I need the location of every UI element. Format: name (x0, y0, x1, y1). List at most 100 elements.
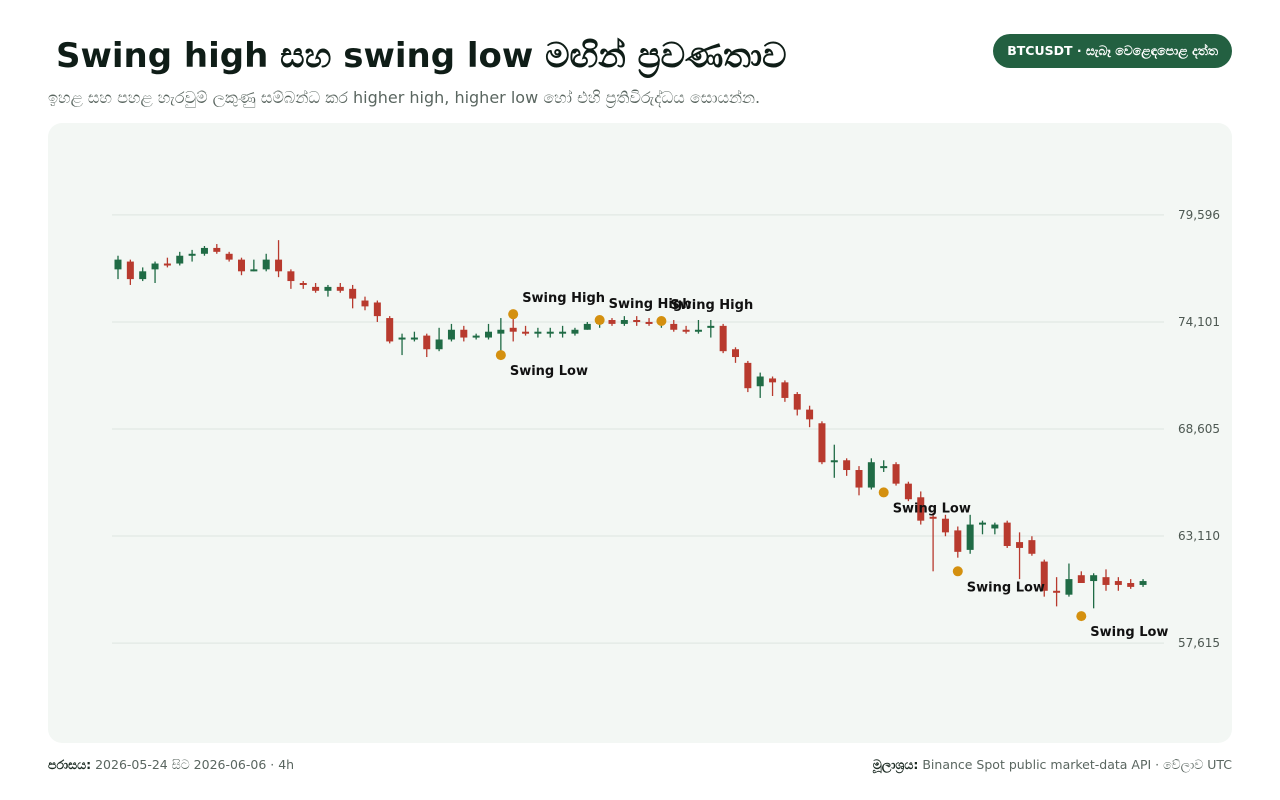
candle-body-down (386, 318, 394, 342)
swing-high-marker (656, 315, 667, 326)
candle-body-up (485, 331, 492, 338)
candle-body-up (620, 320, 628, 324)
candle-body-down (904, 483, 912, 500)
swing-low-marker (952, 566, 963, 577)
candle-body-down (373, 302, 381, 317)
footer-source: මූලාශ්‍රය: Binance Spot public market-da… (873, 756, 1232, 774)
y-tick-label: 74,101 (1178, 315, 1220, 329)
candle-body-down (769, 378, 777, 383)
y-tick-label: 57,615 (1178, 636, 1220, 650)
candle-body-down (509, 327, 517, 332)
candle-body-up (410, 337, 418, 340)
candle-body-up (559, 331, 567, 334)
swing-low-marker (495, 350, 506, 361)
data-source-badge: BTCUSDT · සැබෑ වෙළෙඳපොළ දත්ත (993, 34, 1232, 68)
candle-body-down (1077, 575, 1085, 583)
candle-body-down (954, 530, 962, 552)
candle-body-up (583, 323, 591, 330)
candle-body-up (398, 337, 406, 340)
candle-body-down (1040, 561, 1048, 591)
candle-body-down (633, 320, 641, 323)
candle-body-down (1114, 581, 1122, 585)
candle-body-up (991, 524, 999, 529)
source-value: Binance Spot public market-data API · වේ… (922, 757, 1232, 772)
candle-body-up (324, 286, 332, 291)
range-value: 2026-05-24 සිට 2026-06-06 · 4h (95, 757, 295, 772)
candle-body-up (1090, 575, 1098, 582)
candle-body-down (163, 263, 171, 266)
candle-body-up (497, 329, 505, 334)
candle-body-down (460, 329, 468, 338)
page-title: Swing high සහ swing low මඟින් ප්‍රවණතාව (56, 36, 787, 76)
swing-low-label: Swing Low (893, 501, 971, 516)
candle-body-up (151, 263, 159, 270)
swing-high-label: Swing High (522, 291, 605, 306)
candle-body-down (1016, 542, 1024, 548)
candle-body-up (534, 331, 542, 334)
candle-body-down (361, 300, 369, 307)
candle-body-down (213, 247, 221, 252)
candle-body-down (929, 516, 937, 519)
candle-body-up (188, 253, 196, 256)
candle-body-down (287, 271, 295, 282)
candle-body-up (966, 524, 974, 550)
candle-body-down (941, 518, 949, 533)
candle-body-up (979, 522, 986, 525)
candle-body-down (670, 323, 678, 330)
candle-body-down (126, 261, 134, 280)
candle-body-down (719, 325, 727, 352)
candle-body-up (250, 269, 258, 272)
candle-body-down (238, 259, 245, 272)
candle-body-down (299, 283, 307, 285)
candle-body-up (472, 335, 480, 338)
candle-body-up (707, 325, 715, 328)
candle-body-down (608, 320, 616, 324)
candle-body-down (1003, 522, 1011, 546)
candle-body-down (275, 259, 283, 272)
page-subtitle: ඉහළ සහ පහළ හැරවුම් ලකුණු සම්බන්ධ කර high… (48, 88, 761, 107)
candle-body-up (1139, 581, 1147, 585)
range-key: පරාසය: (48, 757, 92, 772)
y-tick-label: 68,605 (1178, 422, 1220, 436)
swing-low-marker (1076, 611, 1087, 622)
candle-body-up (880, 466, 888, 469)
candlestick-chart: 57,615 63,110 68,605 74,101 79,596 Swing Low S… (112, 208, 1220, 650)
candle-body-up (546, 331, 554, 334)
candle-body-down (806, 409, 814, 420)
swing-high-marker (508, 309, 519, 320)
candle-body-up (262, 259, 270, 270)
candle-body-up (447, 329, 455, 340)
candle-body-down (1053, 590, 1061, 593)
candle-body-up (139, 271, 147, 280)
candle-body-down (781, 382, 789, 398)
candle-body-down (1102, 577, 1110, 585)
swing-high-label: Swing High (670, 298, 753, 313)
candle-body-up (1065, 579, 1073, 595)
candle-body-up (867, 462, 875, 488)
source-key: මූලාශ්‍රය: (872, 757, 919, 772)
swing-high-marker (594, 315, 605, 326)
candle-body-down (522, 331, 530, 334)
candle-body-down (423, 335, 431, 350)
candle-body-up (435, 339, 443, 350)
candle-body-down (349, 288, 357, 299)
candle-body-down (682, 329, 690, 332)
candle-body-down (336, 286, 344, 291)
candle-body-up (114, 259, 122, 270)
candle-body-up (694, 329, 702, 332)
footer-range: පරාසය: 2026-05-24 සිට 2026-06-06 · 4h (48, 756, 294, 774)
candle-body-down (645, 321, 653, 324)
candle-body-down (892, 464, 900, 484)
candle-body-up (756, 376, 764, 387)
candle-body-up (176, 255, 184, 264)
candle-body-down (793, 394, 801, 410)
candle-body-down (312, 286, 320, 291)
candle-body-down (744, 362, 752, 389)
candle-body-down (732, 349, 739, 358)
candle-body-down (843, 460, 851, 471)
candle-body-down (917, 497, 925, 521)
candle-body-up (830, 460, 838, 463)
swing-low-label: Swing Low (510, 364, 588, 379)
candle-body-down (225, 253, 233, 260)
chart-panel: 57,615 63,110 68,605 74,101 79,596 Swing Low S… (48, 123, 1232, 743)
